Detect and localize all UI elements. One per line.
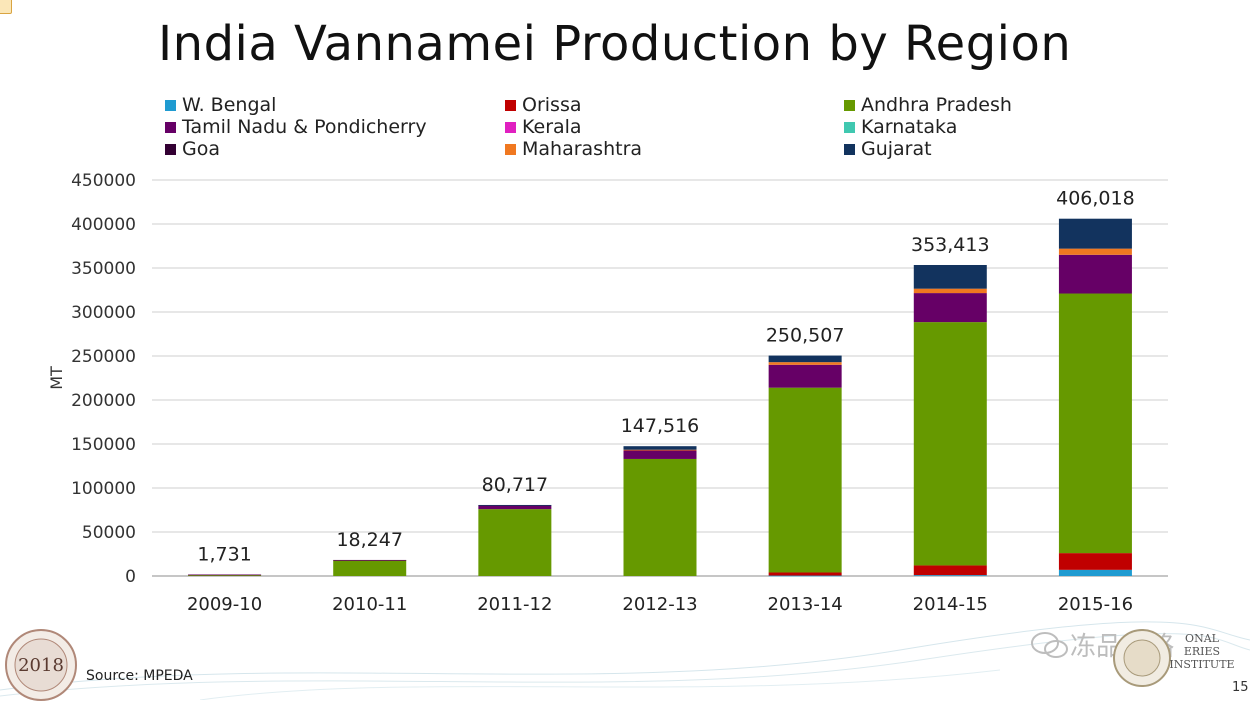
page-number: 15 (1232, 680, 1249, 695)
y-tick-label: 150000 (71, 435, 136, 455)
bar-segment (913, 575, 987, 576)
bar-segment (913, 293, 987, 323)
legend-item-kerala: Kerala (505, 116, 582, 138)
bar-segment (768, 364, 842, 388)
y-tick-label: 0 (125, 567, 136, 587)
seal-year-text: 2018 (18, 655, 64, 676)
y-tick-label: 400000 (71, 215, 136, 235)
decorative-wave-background (0, 621, 1250, 700)
bar-segment (1058, 553, 1132, 570)
institute-line-2: ERIES (1183, 645, 1221, 658)
chart-legend: W. Bengal Orissa Andhra Pradesh Tamil Nadu … (165, 94, 1065, 164)
y-axis-label: MT (47, 366, 66, 390)
stacked-bar-chart: 0 50000 100000 150000 200000 250000 300000 3500… (47, 171, 1168, 615)
legend-item-w-bengal: W. Bengal (165, 94, 276, 116)
wechat-icon (1031, 631, 1068, 658)
bar-segment (478, 504, 552, 506)
y-tick-label: 350000 (71, 259, 136, 279)
x-tick-label: 2010-11 (332, 594, 407, 615)
bar-segment (188, 574, 262, 576)
bar-segment (333, 559, 407, 561)
x-tick-label: 2011-12 (477, 594, 552, 615)
total-data-label: 80,717 (482, 474, 548, 496)
bar-segment (768, 387, 842, 573)
legend-swatch (505, 99, 516, 111)
bar-segment (1058, 254, 1132, 294)
legend-label: Tamil Nadu & Pondicherry (182, 116, 427, 138)
bar-segment (478, 505, 552, 510)
legend-swatch (505, 121, 516, 133)
y-tick-label: 200000 (71, 391, 136, 411)
bar-segment (623, 446, 697, 450)
bar-segment (1058, 569, 1132, 576)
legend-label: Orissa (522, 94, 582, 116)
y-tick-label: 100000 (71, 479, 136, 499)
legend-swatch (165, 143, 176, 155)
corner-note-icon (0, 0, 12, 14)
legend-swatch (165, 99, 176, 111)
bar-segment (623, 458, 697, 576)
legend-label: Kerala (522, 116, 582, 138)
bar-segment (913, 264, 987, 289)
x-tick-label: 2009-10 (187, 594, 262, 615)
institute-name: ONAL ERIES INSTITUTE (1162, 632, 1242, 671)
total-data-label: 18,247 (336, 529, 402, 551)
y-tick-label: 300000 (71, 303, 136, 323)
bar-segment (333, 560, 407, 576)
legend-swatch (165, 121, 176, 133)
total-data-label: 1,731 (197, 543, 251, 565)
bar-segment (1058, 248, 1132, 255)
legend-label: Gujarat (861, 138, 932, 160)
total-data-label: 250,507 (766, 325, 845, 347)
institute-line-1: ONAL (1185, 632, 1219, 645)
conference-seal-logo: 2018 (5, 629, 77, 701)
total-data-label: 353,413 (911, 234, 990, 256)
chart-title: India Vannamei Production by Region (158, 16, 1072, 72)
source-note: Source: MPEDA (86, 668, 193, 684)
legend-swatch (844, 121, 855, 133)
legend-label: W. Bengal (182, 94, 277, 116)
bar-segment (913, 288, 987, 294)
total-data-label: 406,018 (1056, 188, 1135, 210)
legend-label: Maharashtra (522, 138, 643, 160)
x-tick-label: 2013-14 (768, 594, 843, 615)
x-tick-label: 2015-16 (1058, 594, 1133, 615)
bar-segment (768, 362, 842, 365)
bar-segment (913, 565, 987, 576)
total-data-label: 147,516 (621, 415, 700, 437)
x-tick-label: 2014-15 (913, 594, 988, 615)
x-tick-label: 2012-13 (622, 594, 697, 615)
legend-item-andhra-pradesh: Andhra Pradesh (844, 94, 1012, 116)
legend-label: Goa (182, 138, 220, 160)
bar-segment (188, 574, 262, 576)
bar-segment (478, 509, 552, 576)
bar-segment (1058, 293, 1132, 554)
legend-swatch (844, 99, 855, 111)
legend-swatch (505, 143, 516, 155)
y-tick-label: 250000 (71, 347, 136, 367)
legend-item-karnataka: Karnataka (844, 116, 957, 138)
y-tick-label: 450000 (71, 171, 136, 191)
y-tick-label: 50000 (82, 523, 136, 543)
institute-seal-logo (1113, 629, 1171, 687)
institute-line-3: INSTITUTE (1169, 658, 1235, 671)
bar-segment (913, 322, 987, 566)
legend-swatch (844, 143, 855, 155)
legend-label: Karnataka (861, 116, 958, 138)
bar-segment (623, 450, 697, 459)
legend-item-maharashtra: Maharashtra (505, 138, 642, 160)
bar-segment (1058, 218, 1132, 249)
bar-segment (768, 355, 842, 363)
legend-item-orissa: Orissa (505, 94, 582, 116)
legend-item-gujarat: Gujarat (844, 138, 932, 160)
legend-label: Andhra Pradesh (861, 94, 1012, 116)
bar-segment (768, 575, 842, 577)
bar-segment (768, 572, 842, 576)
legend-item-tamil-nadu-pondicherry: Tamil Nadu & Pondicherry (165, 116, 427, 138)
bar-segment (623, 449, 697, 451)
legend-item-goa: Goa (165, 138, 220, 160)
